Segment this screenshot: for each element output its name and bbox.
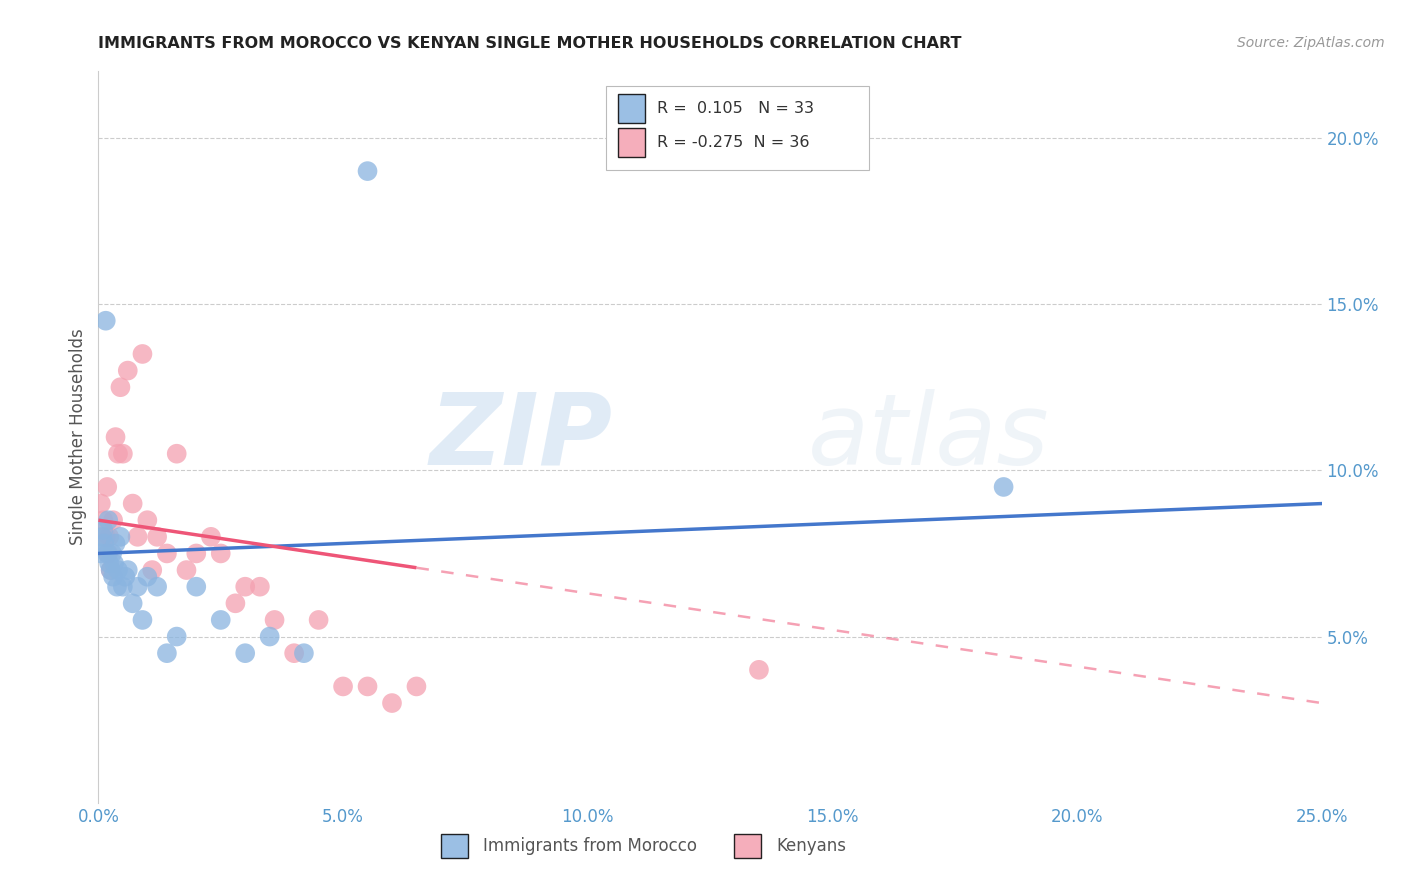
Point xyxy=(209,546,232,560)
FancyBboxPatch shape xyxy=(734,834,762,858)
Point xyxy=(136,570,159,584)
Point xyxy=(104,430,127,444)
Point xyxy=(98,530,121,544)
Point xyxy=(93,536,115,550)
Point xyxy=(107,563,129,577)
Point xyxy=(110,530,132,544)
Point xyxy=(96,546,118,560)
Point xyxy=(156,546,179,560)
Point xyxy=(94,530,117,544)
Point xyxy=(131,613,153,627)
Point xyxy=(90,546,112,560)
Point xyxy=(127,530,149,544)
Point xyxy=(100,563,122,577)
Point xyxy=(136,513,159,527)
Point xyxy=(104,536,127,550)
FancyBboxPatch shape xyxy=(619,128,645,157)
Point xyxy=(91,530,114,544)
FancyBboxPatch shape xyxy=(606,86,869,170)
Point xyxy=(105,580,128,594)
Point xyxy=(263,613,285,627)
Point xyxy=(110,380,132,394)
Point xyxy=(117,563,139,577)
Point xyxy=(111,580,134,594)
Point xyxy=(993,480,1015,494)
Point xyxy=(332,680,354,694)
Point xyxy=(101,546,124,560)
Text: atlas: atlas xyxy=(808,389,1049,485)
Point xyxy=(176,563,198,577)
Point xyxy=(166,630,188,644)
Point xyxy=(283,646,305,660)
FancyBboxPatch shape xyxy=(619,94,645,123)
Point xyxy=(209,613,232,627)
Point xyxy=(100,563,122,577)
Point xyxy=(356,164,378,178)
Point xyxy=(233,646,256,660)
Point xyxy=(91,523,114,537)
Point xyxy=(107,447,129,461)
Point xyxy=(91,513,114,527)
Point xyxy=(121,497,143,511)
Point xyxy=(146,530,169,544)
Point xyxy=(111,447,134,461)
Point xyxy=(90,497,112,511)
Text: Kenyans: Kenyans xyxy=(776,837,846,855)
Text: R = -0.275  N = 36: R = -0.275 N = 36 xyxy=(658,135,810,150)
FancyBboxPatch shape xyxy=(441,834,468,858)
Point xyxy=(121,596,143,610)
Point xyxy=(141,563,163,577)
Point xyxy=(96,480,118,494)
Point xyxy=(103,557,125,571)
Point xyxy=(200,530,222,544)
Point xyxy=(131,347,153,361)
Point xyxy=(249,580,271,594)
Point xyxy=(94,314,117,328)
Point xyxy=(381,696,404,710)
Point xyxy=(233,580,256,594)
Y-axis label: Single Mother Households: Single Mother Households xyxy=(69,329,87,545)
Point xyxy=(224,596,246,610)
Point xyxy=(97,513,120,527)
Point xyxy=(101,513,124,527)
Point xyxy=(114,570,136,584)
Point xyxy=(308,613,330,627)
Point xyxy=(127,580,149,594)
Point xyxy=(101,570,124,584)
Text: ZIP: ZIP xyxy=(429,389,612,485)
Point xyxy=(186,546,208,560)
Text: R =  0.105   N = 33: R = 0.105 N = 33 xyxy=(658,101,814,116)
Text: Immigrants from Morocco: Immigrants from Morocco xyxy=(482,837,696,855)
Point xyxy=(748,663,770,677)
Point xyxy=(98,557,121,571)
Point xyxy=(146,580,169,594)
Point xyxy=(166,447,188,461)
Text: IMMIGRANTS FROM MOROCCO VS KENYAN SINGLE MOTHER HOUSEHOLDS CORRELATION CHART: IMMIGRANTS FROM MOROCCO VS KENYAN SINGLE… xyxy=(98,36,962,51)
Text: Source: ZipAtlas.com: Source: ZipAtlas.com xyxy=(1237,36,1385,50)
Point xyxy=(259,630,281,644)
Point xyxy=(292,646,315,660)
Point xyxy=(117,363,139,377)
Point xyxy=(97,546,120,560)
Point xyxy=(186,580,208,594)
Point xyxy=(405,680,427,694)
Point xyxy=(356,680,378,694)
Point xyxy=(156,646,179,660)
